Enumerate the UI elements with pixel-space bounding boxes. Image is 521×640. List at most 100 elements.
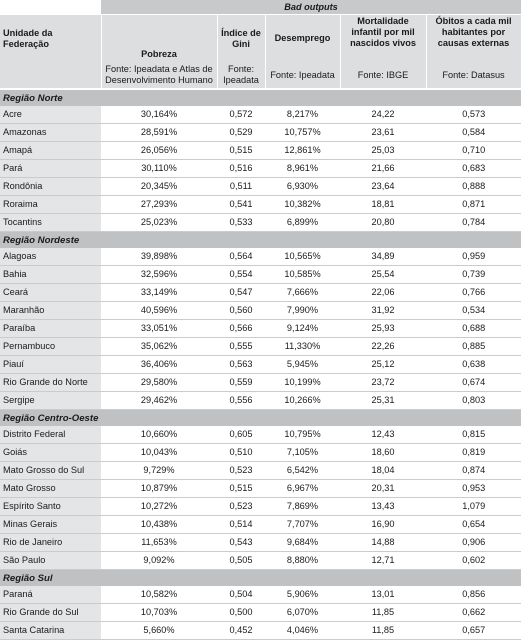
- obitos-value: 0,638: [426, 355, 521, 374]
- state-name: Mato Grosso do Sul: [0, 461, 102, 480]
- gini-value: 0,564: [217, 248, 266, 266]
- obitos-value: 0,657: [426, 621, 521, 640]
- table-row: Minas Gerais 10,438% 0,514 7,707% 16,90 0,654: [0, 515, 521, 534]
- mortalidade-value: 34,89: [340, 248, 427, 266]
- obitos-value: 0,906: [426, 533, 521, 552]
- table-row: Sergipe 29,462% 0,556 10,266% 25,31 0,803: [0, 391, 521, 410]
- source-row: Fonte: Ipeadata e Atlas de Desenvolvimen…: [0, 62, 521, 90]
- state-name: Espírito Santo: [0, 497, 102, 516]
- state-name: Paraíba: [0, 319, 102, 338]
- state-name: Alagoas: [0, 248, 102, 266]
- table-row: Rondônia 20,345% 0,511 6,930% 23,64 0,888: [0, 177, 521, 196]
- mortalidade-value: 22,26: [340, 337, 427, 356]
- desemprego-value: 10,382%: [265, 195, 341, 214]
- table-row: Mato Grosso do Sul 9,729% 0,523 6,542% 18,04…: [0, 461, 521, 480]
- obitos-value: 0,573: [426, 106, 521, 124]
- desemprego-value: 7,105%: [265, 443, 341, 462]
- state-name: Distrito Federal: [0, 426, 102, 444]
- source-unidade: [0, 62, 102, 90]
- state-name: Pernambuco: [0, 337, 102, 356]
- mortalidade-value: 14,88: [340, 533, 427, 552]
- desemprego-value: 5,906%: [265, 586, 341, 604]
- table-row: Santa Catarina 5,660% 0,452 4,046% 11,85 0,65…: [0, 621, 521, 640]
- pobreza-value: 29,580%: [101, 373, 218, 392]
- pobreza-value: 26,056%: [101, 141, 218, 160]
- column-header-desemprego: Desemprego: [265, 14, 341, 62]
- header-row: Unidade da Federação Pobreza Índice de G…: [0, 14, 521, 62]
- gini-value: 0,554: [217, 265, 266, 284]
- state-name: Sergipe: [0, 391, 102, 410]
- desemprego-value: 7,869%: [265, 497, 341, 516]
- table-row: Rio Grande do Sul 10,703% 0,500 6,070% 11,85…: [0, 603, 521, 622]
- state-name: Tocantins: [0, 213, 102, 232]
- obitos-value: 1,079: [426, 497, 521, 516]
- pobreza-value: 32,596%: [101, 265, 218, 284]
- table-row: Ceará 33,149% 0,547 7,666% 22,06 0,766: [0, 283, 521, 302]
- desemprego-value: 6,930%: [265, 177, 341, 196]
- column-header-obitos: Óbitos a cada mil habitantes por causas …: [426, 14, 521, 62]
- mortalidade-value: 11,85: [340, 621, 427, 640]
- gini-value: 0,516: [217, 159, 266, 178]
- gini-value: 0,541: [217, 195, 266, 214]
- obitos-value: 0,602: [426, 551, 521, 570]
- desemprego-value: 8,880%: [265, 551, 341, 570]
- obitos-value: 0,683: [426, 159, 521, 178]
- pobreza-value: 10,879%: [101, 479, 218, 498]
- table-row: Amazonas 28,591% 0,529 10,757% 23,61 0,584: [0, 123, 521, 142]
- obitos-value: 0,739: [426, 265, 521, 284]
- mortalidade-value: 25,03: [340, 141, 427, 160]
- table-row: Rio Grande do Norte 29,580% 0,559 10,199% 23…: [0, 373, 521, 392]
- obitos-value: 0,874: [426, 461, 521, 480]
- state-name: Pará: [0, 159, 102, 178]
- mortalidade-value: 11,85: [340, 603, 427, 622]
- desemprego-value: 6,967%: [265, 479, 341, 498]
- pobreza-value: 33,149%: [101, 283, 218, 302]
- state-name: Ceará: [0, 283, 102, 302]
- column-header-mortalidade: Mortalidade infantil por mil nascidos vi…: [340, 14, 427, 62]
- mortalidade-value: 12,43: [340, 426, 427, 444]
- state-name: Piauí: [0, 355, 102, 374]
- pobreza-value: 39,898%: [101, 248, 218, 266]
- gini-value: 0,556: [217, 391, 266, 410]
- gini-value: 0,523: [217, 461, 266, 480]
- mortalidade-value: 12,71: [340, 551, 427, 570]
- desemprego-value: 8,961%: [265, 159, 341, 178]
- obitos-value: 0,662: [426, 603, 521, 622]
- desemprego-value: 5,945%: [265, 355, 341, 374]
- table-row: Acre 30,164% 0,572 8,217% 24,22 0,573: [0, 106, 521, 124]
- pobreza-value: 9,729%: [101, 461, 218, 480]
- table-row: Bahia 32,596% 0,554 10,585% 25,54 0,739: [0, 265, 521, 284]
- desemprego-value: 10,757%: [265, 123, 341, 142]
- state-name: Santa Catarina: [0, 621, 102, 640]
- obitos-value: 0,885: [426, 337, 521, 356]
- table-row: São Paulo 9,092% 0,505 8,880% 12,71 0,602: [0, 551, 521, 570]
- mortalidade-value: 24,22: [340, 106, 427, 124]
- desemprego-value: 6,070%: [265, 603, 341, 622]
- mortalidade-value: 21,66: [340, 159, 427, 178]
- table-body: Região Norte Acre 30,164% 0,572 8,217% 24,22 0…: [0, 88, 521, 640]
- obitos-value: 0,534: [426, 301, 521, 320]
- table-row: Espírito Santo 10,272% 0,523 7,869% 13,43 1,0…: [0, 497, 521, 516]
- mortalidade-value: 18,81: [340, 195, 427, 214]
- pobreza-value: 28,591%: [101, 123, 218, 142]
- state-name: Mato Grosso: [0, 479, 102, 498]
- table-row: Paraíba 33,051% 0,566 9,124% 25,93 0,688: [0, 319, 521, 338]
- pobreza-value: 10,043%: [101, 443, 218, 462]
- gini-value: 0,559: [217, 373, 266, 392]
- region-label: Região Norte: [0, 88, 521, 106]
- desemprego-value: 10,565%: [265, 248, 341, 266]
- source-desemprego: Fonte: Ipeadata: [265, 62, 341, 90]
- gini-value: 0,523: [217, 497, 266, 516]
- gini-value: 0,572: [217, 106, 266, 124]
- pobreza-value: 30,110%: [101, 159, 218, 178]
- obitos-value: 0,654: [426, 515, 521, 534]
- table-row: Goiás 10,043% 0,510 7,105% 18,60 0,819: [0, 443, 521, 462]
- state-name: Minas Gerais: [0, 515, 102, 534]
- region-header-row: Região Centro-Oeste: [0, 409, 521, 426]
- state-name: Roraima: [0, 195, 102, 214]
- region-label: Região Nordeste: [0, 231, 521, 248]
- table-row: Piauí 36,406% 0,563 5,945% 25,12 0,638: [0, 355, 521, 374]
- mortalidade-value: 18,60: [340, 443, 427, 462]
- table-row: Amapá 26,056% 0,515 12,861% 25,03 0,710: [0, 141, 521, 160]
- table-row: Tocantins 25,023% 0,533 6,899% 20,80 0,784: [0, 213, 521, 232]
